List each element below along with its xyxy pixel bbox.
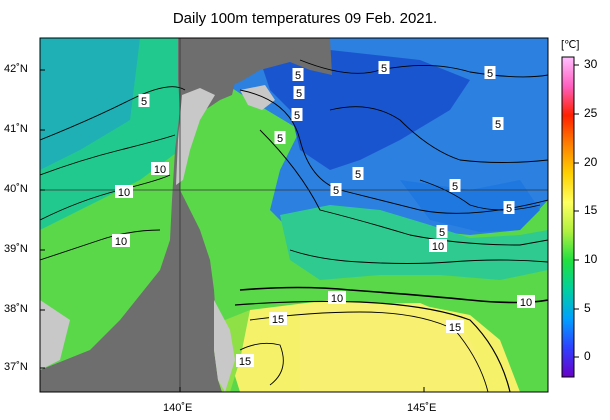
svg-text:10: 10 xyxy=(432,241,444,253)
svg-text:5: 5 xyxy=(439,227,445,239)
land-hokkaido xyxy=(180,38,332,92)
svg-text:5: 5 xyxy=(141,96,147,108)
colorbar-tick-label: 15 xyxy=(584,203,598,217)
lat-label: 41˚N xyxy=(4,123,28,135)
map-frame xyxy=(39,37,549,393)
svg-text:15: 15 xyxy=(272,314,284,326)
axis-ticks xyxy=(40,69,425,392)
svg-text:5: 5 xyxy=(295,70,301,82)
contour-label: 5 xyxy=(138,94,150,108)
contour-label: 5 xyxy=(449,179,461,193)
contour-label: 15 xyxy=(236,354,254,368)
contour-label: 5 xyxy=(274,131,286,145)
contour-label: 5 xyxy=(503,201,515,215)
lon-label: 145˚E xyxy=(407,402,437,414)
contour-label: 10 xyxy=(115,185,133,199)
svg-text:10: 10 xyxy=(118,187,130,199)
svg-text:10: 10 xyxy=(331,293,343,305)
lat-label: 37˚N xyxy=(4,361,28,373)
svg-text:5: 5 xyxy=(333,185,339,197)
colorbar-ticks xyxy=(574,64,579,358)
colorbar xyxy=(561,56,575,378)
svg-text:5: 5 xyxy=(452,181,458,193)
deep-blue-region xyxy=(260,50,470,170)
colorbar-tick-label: 30 xyxy=(584,57,598,71)
svg-text:5: 5 xyxy=(277,133,283,145)
lon-label: 140˚E xyxy=(163,402,193,414)
blue-region-east xyxy=(400,180,540,232)
contour-label: 10 xyxy=(429,239,447,253)
lat-label: 39˚N xyxy=(4,243,28,255)
svg-text:5: 5 xyxy=(294,110,300,122)
contour-label: 10 xyxy=(328,291,346,305)
contour-label: 5 xyxy=(436,225,448,239)
shelf-south xyxy=(214,300,235,392)
contour-label: 10 xyxy=(151,162,169,176)
cyan-region-nw xyxy=(40,38,140,170)
shelf-east xyxy=(240,85,275,110)
contour-label: 15 xyxy=(269,312,287,326)
colorbar-tick-label: 10 xyxy=(584,252,598,266)
colorbar-tick-label: 25 xyxy=(584,106,598,120)
contour-label: 5 xyxy=(330,183,342,197)
lat-label: 40˚N xyxy=(4,183,28,195)
lat-label: 42˚N xyxy=(4,63,28,75)
contour-label: 5 xyxy=(352,167,364,181)
svg-text:5: 5 xyxy=(506,203,512,215)
contour-label: 5 xyxy=(293,86,305,100)
shelf-west xyxy=(40,300,70,370)
contour-label: 5 xyxy=(291,108,303,122)
colorbar-tick-label: 5 xyxy=(584,301,591,315)
colorbar-unit: [℃] xyxy=(561,39,580,51)
contour-label: 5 xyxy=(492,117,504,131)
svg-text:10: 10 xyxy=(154,164,166,176)
colorbar-tick-label: 0 xyxy=(584,349,591,363)
lat-label: 38˚N xyxy=(4,303,28,315)
contour-label: 15 xyxy=(446,320,464,334)
contour-label: 5 xyxy=(292,68,304,82)
contour-label: 5 xyxy=(484,66,496,80)
contour-label: 5 xyxy=(378,61,390,75)
colorbar-tick-label: 20 xyxy=(584,155,598,169)
svg-text:5: 5 xyxy=(381,63,387,75)
contour-label: 10 xyxy=(112,234,130,248)
svg-text:5: 5 xyxy=(495,119,501,131)
shelf-tsugaru xyxy=(176,88,215,185)
warm-core xyxy=(300,303,480,392)
svg-text:10: 10 xyxy=(115,236,127,248)
map-title: Daily 100m temperatures 09 Feb. 2021. xyxy=(172,10,438,27)
contour-label: 10 xyxy=(517,295,535,309)
svg-text:15: 15 xyxy=(449,322,461,334)
svg-text:15: 15 xyxy=(239,356,251,368)
contour-lines xyxy=(40,59,548,392)
svg-text:5: 5 xyxy=(487,68,493,80)
svg-text:10: 10 xyxy=(520,297,532,309)
svg-text:5: 5 xyxy=(355,169,361,181)
svg-text:5: 5 xyxy=(296,88,302,100)
